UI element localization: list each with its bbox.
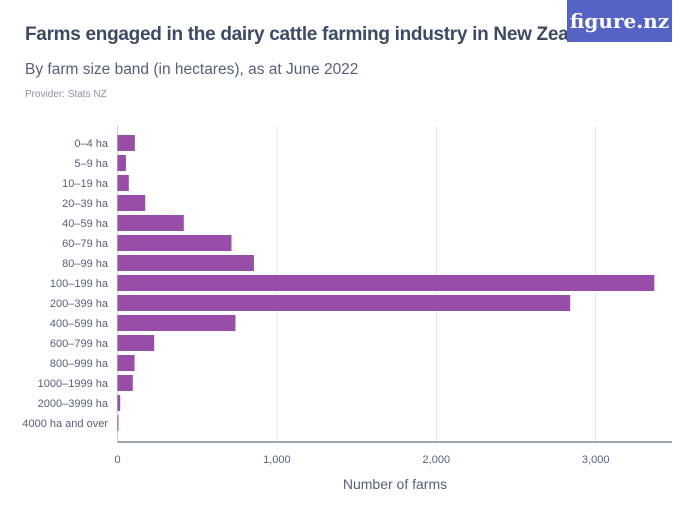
bar (117, 215, 184, 231)
bar (117, 355, 135, 371)
x-tick-label: 1,000 (263, 454, 291, 466)
y-tick-label: 100–199 ha (50, 278, 109, 290)
bar (117, 175, 129, 191)
chart-subtitle: By farm size band (in hectares), as at J… (25, 61, 359, 78)
bar (117, 395, 121, 411)
y-tick-label: 800–999 ha (50, 358, 109, 370)
y-tick-label: 40–59 ha (62, 218, 109, 230)
y-tick-label: 5–9 ha (74, 158, 109, 170)
bar (117, 235, 232, 251)
y-tick-label: 60–79 ha (62, 238, 109, 250)
chart-title: Farms engaged in the dairy cattle farmin… (25, 24, 607, 45)
bar (117, 255, 254, 271)
bar (117, 315, 236, 331)
x-tick-label: 0 (114, 454, 120, 466)
provider-label: Provider: Stats NZ (25, 89, 107, 100)
y-tick-label: 400–599 ha (50, 318, 109, 330)
bar (117, 135, 135, 151)
bar (117, 335, 155, 351)
y-tick-label: 20–39 ha (62, 198, 109, 210)
x-tick-label: 3,000 (582, 454, 610, 466)
y-tick-label: 4000 ha and over (22, 418, 108, 430)
x-axis-label: Number of farms (343, 476, 447, 492)
y-tick-label: 600–799 ha (50, 338, 109, 350)
y-tick-label: 1000–1999 ha (38, 378, 109, 390)
y-tick-label: 80–99 ha (62, 258, 109, 270)
y-tick-label: 10–19 ha (62, 178, 109, 190)
bar (117, 195, 146, 211)
figure-nz-logo[interactable]: figure.nz (567, 0, 672, 42)
bar (117, 375, 133, 391)
y-tick-label: 2000–3999 ha (38, 398, 109, 410)
x-tick-label: 2,000 (423, 454, 451, 466)
bar (117, 295, 571, 311)
y-tick-label: 0–4 ha (74, 138, 109, 150)
bar (117, 415, 119, 431)
y-tick-label: 200–399 ha (50, 298, 109, 310)
bar (117, 275, 655, 291)
bar (117, 155, 126, 171)
